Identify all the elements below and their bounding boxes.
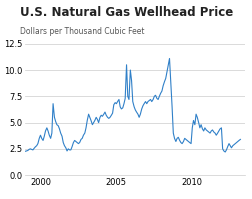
Text: U.S. Natural Gas Wellhead Price: U.S. Natural Gas Wellhead Price xyxy=(20,6,233,19)
Text: Dollars per Thousand Cubic Feet: Dollars per Thousand Cubic Feet xyxy=(20,27,144,36)
